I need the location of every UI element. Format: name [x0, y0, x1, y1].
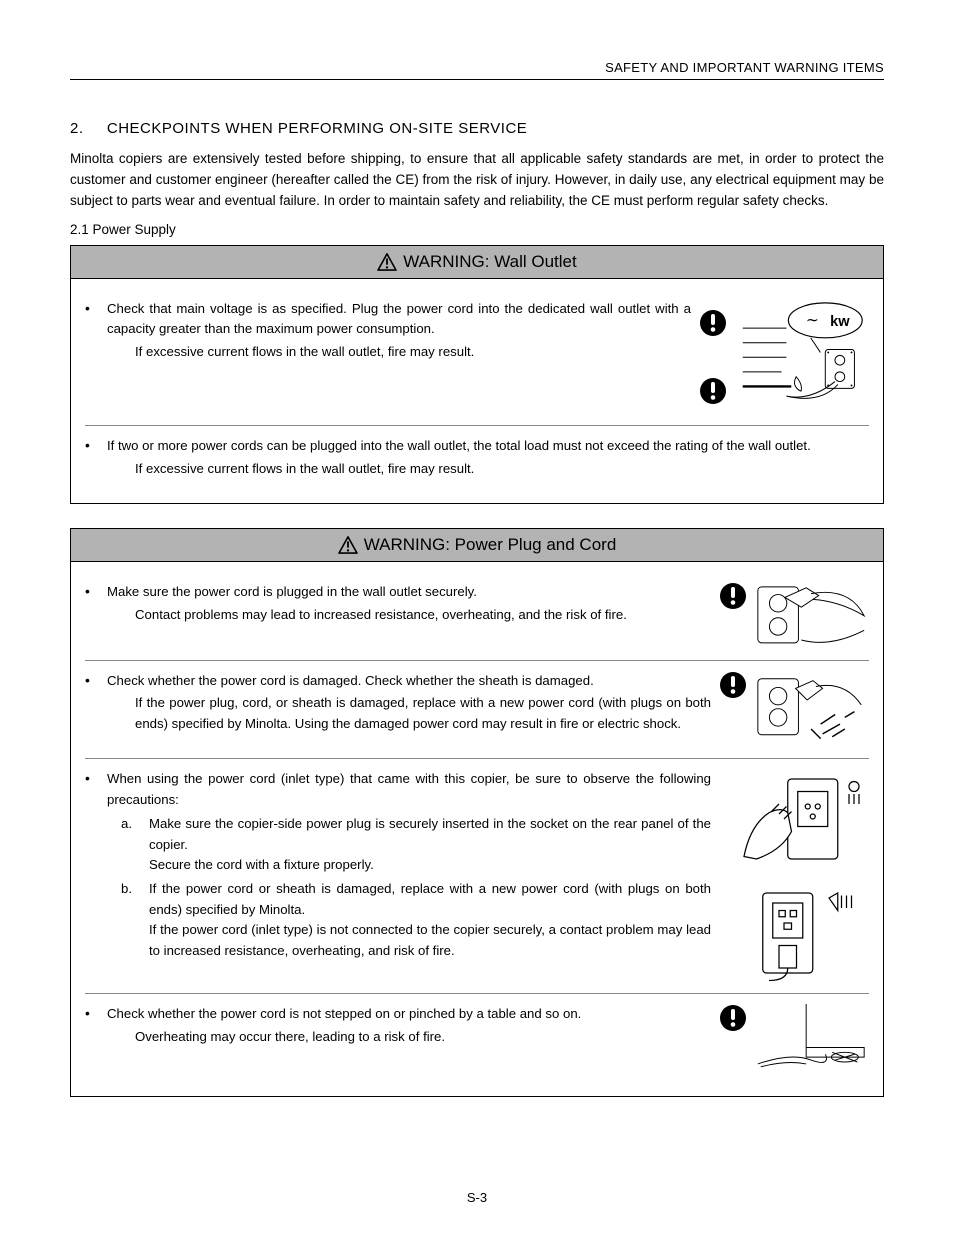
warning-title-text: WARNING: Wall Outlet [403, 252, 576, 272]
kw-label: kw [830, 314, 850, 330]
sub-letter: b. [121, 879, 139, 961]
item-graphic [719, 582, 869, 650]
item-detail: If excessive current flows in the wall o… [107, 342, 691, 362]
exclamation-icon [719, 582, 747, 610]
warning-title: WARNING: Wall Outlet [71, 246, 883, 279]
sub-item: a. Make sure the copier-side power plug … [107, 814, 711, 875]
item-graphic [719, 769, 869, 983]
item-lead: If two or more power cords can be plugge… [107, 436, 869, 456]
bullet-icon: • [85, 671, 99, 691]
intro-paragraph: Minolta copiers are extensively tested b… [70, 149, 884, 212]
sub-item: b. If the power cord or sheath is damage… [107, 879, 711, 961]
exclamation-icon [699, 377, 727, 405]
warning-item: • Make sure the power cord is plugged in… [85, 572, 869, 661]
bullet-icon: • [85, 582, 99, 602]
bullet-icon: • [85, 1004, 99, 1024]
warning-triangle-icon [338, 536, 358, 554]
subsection-label: 2.1 Power Supply [70, 222, 884, 237]
warning-item: • Check whether the power cord is damage… [85, 661, 869, 759]
warning-box-power-plug: WARNING: Power Plug and Cord • Make sure… [70, 528, 884, 1097]
item-lead: Make sure the power cord is plugged in t… [107, 582, 711, 602]
section-heading: CHECKPOINTS WHEN PERFORMING ON-SITE SERV… [107, 120, 527, 137]
warning-title-text: WARNING: Power Plug and Cord [364, 535, 617, 555]
item-lead: Check whether the power cord is not step… [107, 1004, 711, 1024]
item-detail: Contact problems may lead to increased r… [107, 605, 711, 625]
section-number: 2. [70, 120, 84, 137]
sub-body2: If the power cord (inlet type) is not co… [149, 922, 711, 957]
warning-box-wall-outlet: WARNING: Wall Outlet • Check that main v… [70, 245, 884, 504]
exclamation-icon [699, 309, 727, 337]
warning-title: WARNING: Power Plug and Cord [71, 529, 883, 562]
item-graphic [719, 671, 869, 748]
plug-secure-illustration [753, 582, 869, 650]
warning-item: • Check that main voltage is as specifie… [85, 289, 869, 427]
bullet-icon: • [85, 299, 99, 319]
plug-damaged-illustration [753, 671, 869, 748]
cord-pinched-illustration [753, 1004, 869, 1072]
wall-outlet-illustration: ∼ kw [733, 299, 869, 416]
bullet-icon: • [85, 436, 99, 456]
exclamation-icon [719, 1004, 747, 1032]
warning-item: • Check whether the power cord is not st… [85, 994, 869, 1082]
warning-triangle-icon [377, 253, 397, 271]
warning-item: • When using the power cord (inlet type)… [85, 759, 869, 994]
item-lead: Check that main voltage is as specified.… [107, 299, 691, 340]
bullet-icon: • [85, 769, 99, 789]
item-graphic: ∼ kw [699, 299, 869, 416]
item-detail: If excessive current flows in the wall o… [107, 459, 869, 479]
item-lead: Check whether the power cord is damaged.… [107, 671, 711, 691]
sub-body: If the power cord or sheath is damaged, … [149, 881, 711, 916]
sub-body2: Secure the cord with a fixture properly. [149, 857, 374, 872]
item-detail: If the power plug, cord, or sheath is da… [107, 693, 711, 734]
item-detail: Overheating may occur there, leading to … [107, 1027, 711, 1047]
page-header: SAFETY AND IMPORTANT WARNING ITEMS [70, 60, 884, 80]
warning-item: • If two or more power cords can be plug… [85, 426, 869, 489]
tilde-label: ∼ [806, 312, 819, 329]
inlet-hand-illustration [719, 769, 869, 869]
inlet-socket-illustration [719, 883, 869, 983]
sub-letter: a. [121, 814, 139, 875]
exclamation-icon [719, 671, 747, 699]
item-graphic [719, 1004, 869, 1072]
item-lead: When using the power cord (inlet type) t… [107, 769, 711, 810]
section-title: 2. CHECKPOINTS WHEN PERFORMING ON-SITE S… [70, 120, 884, 137]
sub-body: Make sure the copier-side power plug is … [149, 816, 711, 851]
page-number: S-3 [0, 1190, 954, 1205]
